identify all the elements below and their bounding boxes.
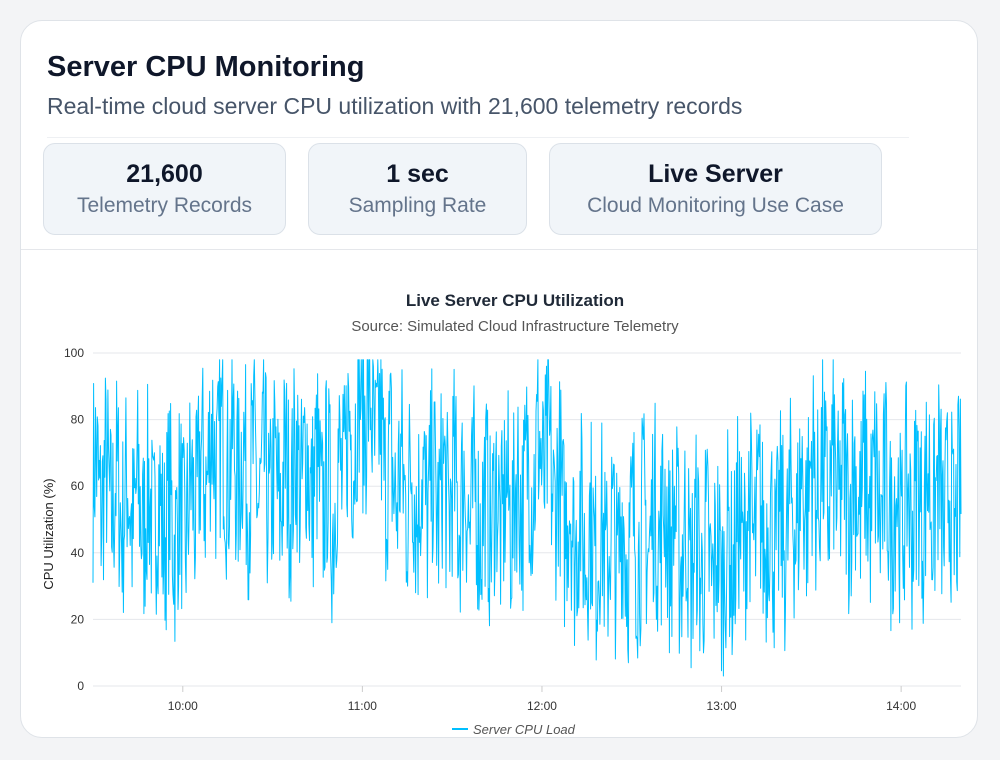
chart-title: Live Server CPU Utilization (406, 291, 624, 310)
y-tick-label: 100 (64, 346, 84, 360)
stat-label: Telemetry Records (76, 194, 253, 217)
header: Server CPU Monitoring Real-time cloud se… (47, 49, 947, 121)
header-divider (47, 137, 909, 138)
y-tick-label: 40 (71, 546, 85, 560)
chart-legend[interactable]: Server CPU Load (452, 722, 576, 737)
stat-card-use-case: Live Server Cloud Monitoring Use Case (549, 143, 882, 235)
cpu-line-chart: Live Server CPU Utilization Source: Simu… (41, 291, 962, 737)
y-tick-label: 20 (71, 612, 85, 626)
chart-subtitle: Source: Simulated Cloud Infrastructure T… (351, 318, 679, 335)
stat-label: Sampling Rate (348, 194, 487, 217)
x-axis-ticks: 10:00 11:00 12:00 13:00 14:00 (168, 686, 916, 713)
section-divider (21, 249, 977, 250)
stat-value: 1 sec (386, 160, 449, 188)
x-tick-label: 14:00 (886, 699, 916, 713)
stat-value: 21,600 (126, 160, 203, 188)
y-axis-ticks: 0 20 40 60 80 100 (64, 346, 84, 693)
page-subtitle: Real-time cloud server CPU utilization w… (47, 93, 743, 119)
stat-card-sampling-rate: 1 sec Sampling Rate (308, 143, 527, 235)
y-tick-label: 60 (71, 479, 85, 493)
stat-label: Cloud Monitoring Use Case (587, 194, 844, 217)
legend-label: Server CPU Load (473, 722, 576, 737)
y-tick-label: 80 (71, 413, 85, 427)
series-line-server-cpu-load (92, 359, 962, 677)
stat-card-records: 21,600 Telemetry Records (43, 143, 286, 235)
y-tick-label: 0 (77, 679, 84, 693)
stat-value: Live Server (648, 160, 783, 188)
x-tick-label: 13:00 (707, 699, 737, 713)
x-tick-label: 12:00 (527, 699, 557, 713)
x-tick-label: 10:00 (168, 699, 198, 713)
y-axis-label: CPU Utilization (%) (41, 478, 56, 589)
page-title: Server CPU Monitoring (47, 51, 365, 83)
chart-container: Live Server CPU Utilization Source: Simu… (21, 250, 977, 737)
x-tick-label: 11:00 (348, 699, 377, 713)
monitoring-card: Server CPU Monitoring Real-time cloud se… (20, 20, 978, 738)
